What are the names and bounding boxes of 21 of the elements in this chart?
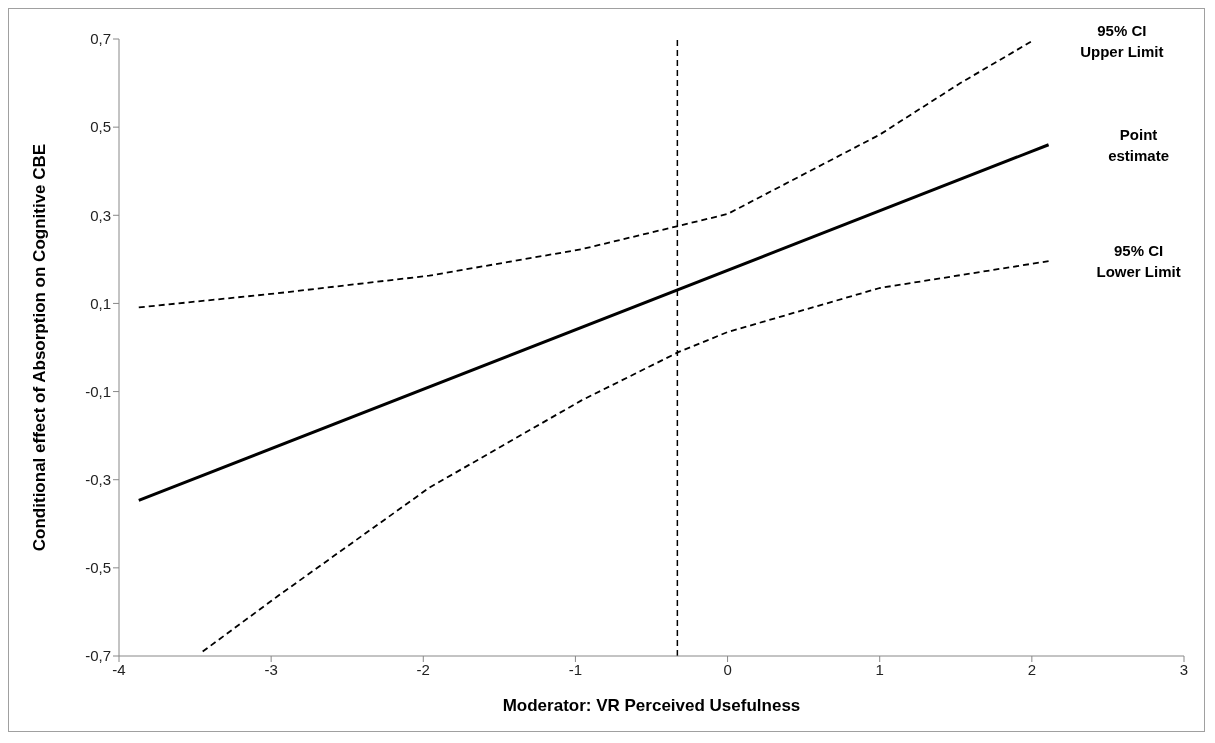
x-tick-label: 3	[1179, 660, 1189, 678]
y-tick-label: -0,3	[85, 471, 111, 489]
text: Point estimate	[1108, 125, 1170, 164]
x-tick-label: -1	[568, 660, 583, 678]
text: 95% CI Lower Limit	[1096, 242, 1181, 281]
x-axis-title: Moderator: VR Perceived Usefulness	[502, 696, 801, 715]
x-tick-label: 2	[1027, 660, 1037, 678]
y-tick-label: 0,5	[90, 118, 111, 136]
x-tick-label: -2	[416, 660, 430, 678]
y-tick-label: -0,1	[85, 382, 111, 400]
y-tick-label: -0,5	[85, 559, 111, 577]
y-tick-label: 0,7	[90, 30, 111, 48]
text: 95% CI Upper Limit	[1080, 22, 1164, 61]
x-tick-label: -3	[264, 660, 278, 678]
y-tick-label: -0,7	[85, 647, 111, 665]
y-tick-label: 0,3	[90, 206, 111, 224]
y-tick-label: 0,1	[90, 294, 111, 312]
x-tick-label: 1	[875, 660, 884, 678]
x-tick-label: -4	[112, 660, 126, 678]
y-axis-title: Conditional effect of Absorption on Cognitive CBE	[30, 143, 50, 552]
x-tick-label: 0	[723, 660, 732, 678]
